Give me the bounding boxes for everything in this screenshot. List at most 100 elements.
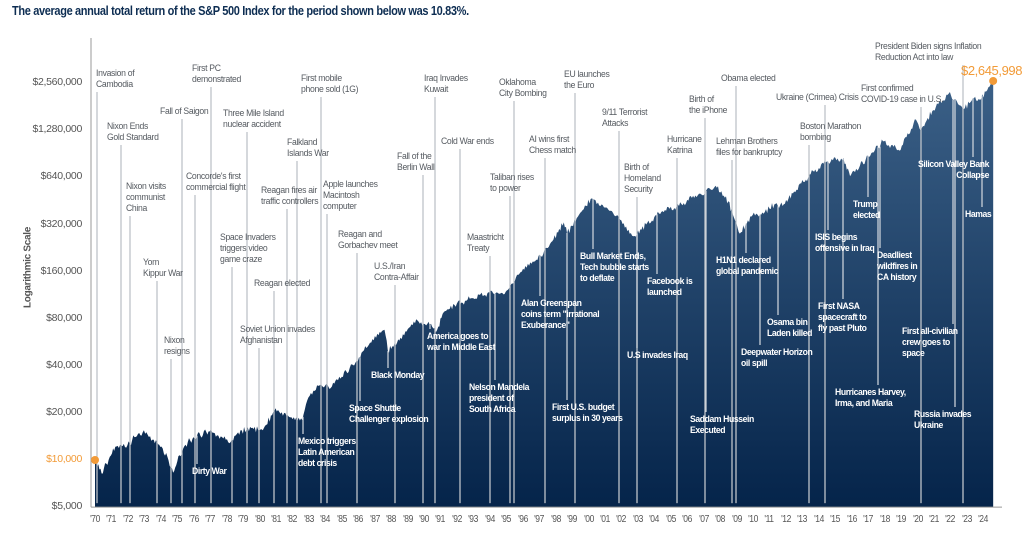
event-annotation: Dirty War — [192, 466, 227, 477]
event-annotation: Bull Market Ends, Tech bubble starts to … — [580, 251, 649, 284]
event-annotation: Fall of the Berlin Wall — [397, 151, 435, 173]
event-annotation: First NASA spacecraft to fly past Pluto — [818, 301, 867, 334]
event-annotation: Deepwater Horizon oil spill — [741, 347, 813, 369]
x-tick-label: '17 — [863, 514, 874, 525]
x-tick-label: '22 — [945, 514, 956, 525]
x-tick-label: '13 — [797, 514, 808, 525]
event-annotation: Concorde's first commercial flight — [186, 171, 246, 193]
x-tick-label: '03 — [632, 514, 643, 525]
event-annotation: First U.S. budget surplus in 30 years — [552, 402, 623, 424]
event-annotation: EU launches the Euro — [564, 69, 610, 91]
event-annotation: Deadliest wildfires in CA history — [877, 250, 918, 283]
x-tick-label: '02 — [616, 514, 627, 525]
event-annotation: Yom Kippur War — [143, 257, 183, 279]
x-tick-label: '78 — [221, 514, 232, 525]
event-annotation: Nixon visits communist China — [126, 181, 166, 214]
event-annotation: Reagan fires air traffic controllers — [261, 185, 319, 207]
event-annotation: Hurricane Katrina — [667, 134, 702, 156]
event-annotation: Hurricanes Harvey, Irma, and Maria — [835, 387, 906, 409]
x-tick-label: '81 — [271, 514, 281, 525]
x-tick-label: '86 — [353, 514, 364, 525]
event-annotation: Lehman Brothers files for bankruptcy — [716, 136, 783, 158]
x-tick-label: '19 — [896, 514, 906, 525]
event-annotation: Black Monday — [371, 370, 425, 381]
x-tick-label: '06 — [682, 514, 693, 525]
x-tick-label: '90 — [419, 514, 429, 525]
event-annotation: President Biden signs Inflation Reductio… — [875, 41, 982, 63]
event-annotation: Iraq Invades Kuwait — [424, 73, 468, 95]
event-annotation: Cold War ends — [441, 136, 494, 147]
x-tick-label: '70 — [90, 514, 100, 525]
x-tick-label: '14 — [813, 514, 824, 525]
x-tick-label: '89 — [402, 514, 413, 525]
x-tick-label: '12 — [780, 514, 791, 525]
x-tick-label: '11 — [764, 514, 775, 525]
x-tick-label: '04 — [649, 514, 660, 525]
event-annotation: Oklahoma City Bombing — [499, 77, 547, 99]
event-annotation: Alan Greenspan coins term "irrational Ex… — [521, 298, 600, 331]
event-annotation: Trump elected — [853, 199, 880, 221]
end-value-label: $2,645,998 — [961, 63, 1023, 78]
y-tick-label: $20,000 — [46, 405, 82, 418]
event-annotation: Three Mile Island nuclear accident — [223, 108, 284, 130]
event-annotation: Silicon Valley Bank Collapse — [918, 159, 990, 181]
x-tick-label: '00 — [583, 514, 594, 525]
x-tick-label: '87 — [369, 514, 380, 525]
x-tick-label: '94 — [484, 514, 495, 525]
event-annotation: H1N1 declared global pandemic — [716, 255, 779, 277]
x-tick-label: '88 — [386, 514, 396, 525]
x-tick-label: '95 — [501, 514, 512, 525]
event-annotation: First mobile phone sold (1G) — [301, 73, 359, 95]
event-annotation: U.S invades Iraq — [627, 350, 688, 361]
x-tick-label: '73 — [139, 514, 150, 525]
event-annotation: Reagan elected — [254, 278, 311, 289]
x-tick-label: '07 — [698, 514, 709, 525]
y-tick-label: $5,000 — [51, 500, 83, 513]
event-annotation: America goes to war in Middle East — [427, 331, 496, 353]
x-tick-label: '79 — [238, 514, 248, 525]
event-annotation: Falkland Islands War — [287, 137, 329, 159]
x-tick-label: '72 — [122, 514, 133, 525]
y-tick-label: $1,280,000 — [32, 123, 82, 136]
x-tick-label: '96 — [517, 514, 528, 525]
event-annotation: Space Shuttle Challenger explosion — [349, 403, 429, 425]
x-tick-label: '93 — [468, 514, 479, 525]
event-annotation: ISIS begins offensive in Iraq — [815, 232, 875, 254]
y-tick-label: $320,000 — [40, 217, 83, 230]
x-tick-label: '23 — [961, 514, 972, 525]
event-annotation: Space Invaders triggers video game craze — [220, 232, 276, 265]
y-tick-label: $2,560,000 — [32, 76, 82, 89]
x-tick-label: '01 — [600, 514, 610, 525]
event-annotation: First PC demonstrated — [192, 63, 242, 85]
event-annotation: Mexico triggers Latin American debt cris… — [298, 436, 356, 469]
x-tick-label: '09 — [731, 514, 742, 525]
event-annotation: Fall of Saigon — [160, 106, 209, 117]
event-annotation: Invasion of Cambodia — [96, 68, 135, 90]
x-tick-label: '77 — [205, 514, 216, 525]
event-annotation: Nixon Ends Gold Standard — [107, 121, 159, 143]
series-area — [95, 81, 994, 508]
y-tick-label: $10,000 — [46, 453, 82, 465]
event-annotation: Nelson Mandela president of South Africa — [469, 382, 530, 415]
x-tick-label: '83 — [303, 514, 314, 525]
event-annotation: Hamas attacks Israel — [965, 209, 1021, 231]
x-tick-label: '92 — [451, 514, 462, 525]
event-annotation: Taliban rises to power — [490, 172, 534, 194]
end-point-marker — [989, 76, 998, 85]
chart-title: The average annual total return of the S… — [12, 4, 469, 18]
event-annotation: Boston Marathon bombing — [800, 121, 862, 143]
event-annotation: Soviet Union invades Afghanistan — [240, 324, 315, 346]
x-tick-label: '24 — [978, 514, 989, 525]
x-tick-label: '99 — [567, 514, 577, 525]
event-annotation: Ukraine (Crimea) Crisis — [776, 92, 859, 103]
x-tick-label: '10 — [748, 514, 758, 525]
x-tick-label: '82 — [287, 514, 298, 525]
x-tick-label: '16 — [846, 514, 857, 525]
y-tick-label: $160,000 — [40, 264, 83, 277]
x-tick-label: '21 — [929, 514, 939, 525]
event-annotation: Apple launches Macintosh computer — [323, 179, 378, 212]
event-annotation: First confirmed COVID-19 case in U.S. — [861, 83, 944, 105]
event-annotation: AI wins first Chess match — [529, 134, 576, 156]
x-tick-label: '15 — [830, 514, 841, 525]
event-annotation: U.S./Iran Contra-Affair — [374, 261, 419, 283]
